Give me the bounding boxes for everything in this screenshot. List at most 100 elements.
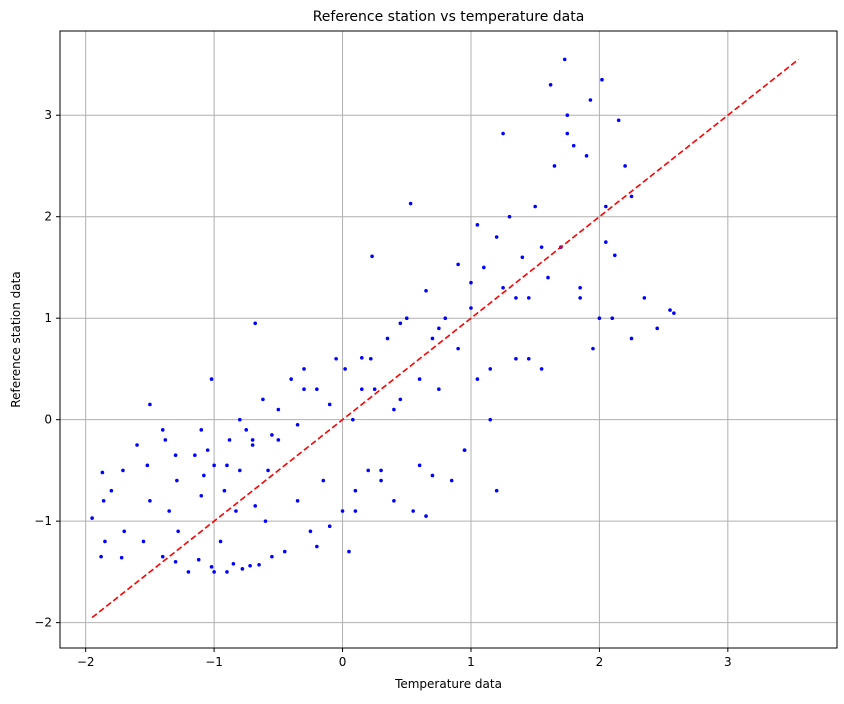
data-point [196,557,201,562]
data-point [343,367,347,371]
data-point [227,438,232,442]
data-point [360,355,364,360]
data-point [253,321,258,326]
data-point [145,463,150,468]
x-tick-label: 3 [724,655,732,669]
scatter-points [90,57,676,574]
data-point [668,308,672,312]
data-point [430,473,435,478]
data-point [398,397,403,402]
data-point [248,564,252,568]
data-point [379,478,383,483]
data-point [488,417,493,422]
x-tick-label: 0 [339,655,347,669]
data-point [225,463,229,468]
data-point [597,316,602,320]
data-point [424,288,428,293]
data-point [411,509,415,513]
data-point [218,539,223,544]
data-point [462,448,467,452]
data-point [315,544,319,549]
x-tick-label: 1 [467,655,475,669]
data-point [526,356,531,361]
data-point [404,316,409,320]
data-point [642,296,647,300]
data-point [315,387,319,392]
data-point [302,387,306,392]
y-tick-label: 0 [44,413,52,427]
data-point [163,438,168,442]
data-point [456,262,460,267]
data-point [250,438,255,442]
data-point [209,377,214,381]
data-point [193,453,197,457]
data-point [430,336,435,341]
chart-title: Reference station vs temperature data [313,9,585,25]
data-point [212,463,216,468]
data-point [514,356,518,361]
data-point [501,131,505,136]
data-point [578,296,582,300]
data-point [308,529,313,534]
data-point [186,570,191,574]
data-point [514,296,518,300]
data-point [623,164,627,168]
y-tick-label: 2 [44,210,52,224]
data-point [372,387,377,392]
data-point [173,559,178,564]
identity-line [91,58,799,619]
data-point [101,499,106,503]
data-point [244,428,249,432]
data-point [238,417,242,422]
data-point [173,453,178,457]
data-point [456,346,460,351]
data-point [369,356,373,361]
data-point [469,280,473,285]
data-point [610,316,615,320]
data-point [270,433,274,437]
data-point [321,478,326,483]
data-point [591,346,595,351]
data-point [571,143,576,148]
data-point [443,316,448,320]
grid [60,31,837,648]
data-point [616,118,621,123]
data-point [334,356,338,361]
data-point [327,524,332,529]
data-point [122,529,127,534]
data-point [90,516,94,520]
x-tick-label: −1 [205,655,223,669]
data-point [417,463,422,468]
data-point [270,554,274,559]
data-point [276,438,281,442]
data-point [327,402,332,407]
data-point [109,488,114,493]
data-point [672,311,676,315]
data-point [417,377,422,381]
y-tick-label: −2 [34,616,52,630]
data-point [212,570,216,574]
data-point [119,555,124,560]
data-point [494,488,499,493]
data-point [175,478,179,483]
data-point [562,57,567,62]
y-tick-label: 1 [44,311,52,325]
data-point [578,285,582,290]
data-point [475,223,480,227]
data-point [629,194,634,199]
data-point [261,397,265,402]
y-axis-ticks: −2 −1 0 1 2 3 [34,108,60,630]
data-point [588,98,593,102]
data-point [99,554,103,559]
data-point [488,367,493,371]
data-point [379,468,383,473]
data-point [148,499,152,503]
data-point [655,326,659,331]
data-point [225,570,229,574]
data-point [539,245,544,249]
data-point [546,275,550,280]
data-point [501,285,505,290]
data-point [469,306,473,310]
plot-frame [59,30,838,649]
